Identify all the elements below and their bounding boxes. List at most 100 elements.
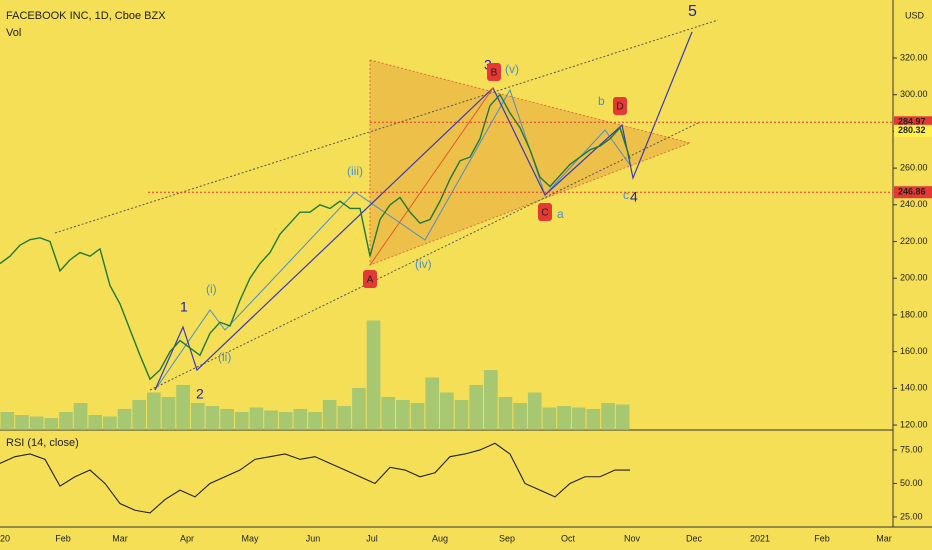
volume-bar bbox=[425, 377, 440, 430]
badge-label: A bbox=[367, 275, 374, 286]
volume-bar bbox=[249, 407, 264, 430]
rsi-label: RSI (14, close) bbox=[6, 437, 79, 449]
x-tick-label: Feb bbox=[814, 533, 830, 543]
volume-bar bbox=[542, 407, 557, 430]
price-tag-label: 280.32 bbox=[898, 125, 926, 135]
badge-label: B bbox=[491, 68, 498, 79]
y-tick-label: 260.00 bbox=[900, 162, 928, 172]
x-tick-label: Sep bbox=[499, 533, 515, 543]
volume-bar bbox=[190, 403, 205, 430]
title: FACEBOOK INC, 1D, Cboe BZX bbox=[6, 10, 166, 22]
x-tick-label: Aug bbox=[432, 533, 448, 543]
volume-bar bbox=[0, 412, 15, 430]
volume-bar bbox=[366, 320, 381, 430]
badge bbox=[613, 97, 627, 115]
volume-bar bbox=[103, 416, 117, 430]
wave-label: (ii) bbox=[218, 350, 231, 364]
y-tick-label: 180.00 bbox=[900, 309, 928, 319]
volume-bar bbox=[601, 403, 615, 430]
wave-label: 2 bbox=[196, 386, 204, 402]
y-tick-label: 160.00 bbox=[900, 346, 928, 356]
price-tag-label: 246.86 bbox=[898, 187, 926, 197]
volume-bar bbox=[264, 410, 278, 430]
volume-bar bbox=[513, 403, 527, 430]
volume-bar bbox=[278, 412, 293, 430]
x-tick-label: May bbox=[241, 533, 259, 543]
y-tick-label: 120.00 bbox=[900, 419, 928, 429]
volume-bar bbox=[15, 415, 29, 430]
volume-bar bbox=[176, 385, 190, 430]
volume-bar bbox=[469, 385, 483, 430]
wave-label: (v) bbox=[505, 62, 519, 76]
y-tick-label: 320.00 bbox=[900, 52, 928, 62]
rsi-line bbox=[0, 442, 630, 514]
badge-label: C bbox=[541, 208, 548, 219]
major-waves bbox=[154, 31, 693, 391]
price-tag bbox=[894, 186, 932, 199]
volume-bar bbox=[205, 406, 220, 430]
y-tick-label: 25.00 bbox=[900, 511, 923, 521]
y-tick-label: 220.00 bbox=[900, 236, 928, 246]
upper-channel bbox=[54, 19, 719, 234]
volume-bar bbox=[410, 403, 425, 430]
volume-bar bbox=[352, 388, 366, 430]
volume-bar bbox=[293, 409, 308, 430]
x-tick-label: 2021 bbox=[750, 533, 770, 543]
x-tick-label: Feb bbox=[55, 533, 71, 543]
volume-bar bbox=[161, 397, 176, 430]
volume-bar bbox=[615, 404, 630, 430]
x-tick-label: Oct bbox=[561, 533, 576, 543]
volume-bar bbox=[308, 412, 322, 430]
volume-label: Vol bbox=[6, 27, 21, 39]
badge bbox=[363, 270, 377, 288]
wave-label: (iv) bbox=[415, 257, 432, 271]
y-tick-label: 200.00 bbox=[900, 273, 928, 283]
y-tick-label: 300.00 bbox=[900, 89, 928, 99]
wave-label: 5 bbox=[688, 3, 697, 20]
x-tick-label: Nov bbox=[624, 533, 641, 543]
wave-label: b bbox=[598, 94, 605, 108]
volume-bar bbox=[29, 416, 44, 430]
wave-label: c bbox=[623, 188, 629, 202]
volume-bar bbox=[132, 400, 147, 430]
wave-label: (i) bbox=[206, 282, 217, 296]
badge-label: D bbox=[616, 102, 623, 113]
volume-bar bbox=[454, 400, 469, 430]
y-tick-label: 50.00 bbox=[900, 478, 923, 488]
volume-bar bbox=[337, 406, 352, 430]
volume-bar bbox=[44, 418, 59, 430]
wave-label: a bbox=[557, 207, 564, 221]
volume-bar bbox=[59, 412, 73, 430]
badge bbox=[538, 203, 552, 221]
x-tick-label: Jun bbox=[306, 533, 321, 543]
volume-bar bbox=[396, 400, 410, 430]
x-tick-label: Mar bbox=[112, 533, 128, 543]
wave-label: (iii) bbox=[347, 164, 363, 178]
badge bbox=[487, 63, 501, 81]
volume-bar bbox=[483, 370, 498, 430]
minor-waves bbox=[154, 88, 631, 391]
triangle bbox=[369, 59, 692, 266]
y-tick-label: 75.00 bbox=[900, 444, 923, 454]
wave-label: 4 bbox=[630, 189, 638, 205]
volume-bar bbox=[234, 412, 249, 430]
volume-bar bbox=[557, 406, 571, 430]
volume-bar bbox=[147, 392, 161, 430]
price-tag-label: 284.97 bbox=[898, 117, 926, 127]
x-tick-label: Apr bbox=[180, 533, 194, 543]
drawings bbox=[54, 19, 719, 391]
volume-bar bbox=[220, 409, 234, 430]
volume-bar bbox=[498, 397, 513, 430]
x-tick-label: Dec bbox=[686, 533, 703, 543]
lower-channel bbox=[149, 121, 701, 391]
volume-bar bbox=[88, 415, 103, 430]
volume-bar bbox=[381, 397, 396, 430]
abc-line bbox=[369, 87, 494, 266]
volume-bar bbox=[586, 409, 601, 430]
x-tick-label: Jul bbox=[366, 533, 378, 543]
price-line bbox=[0, 93, 631, 381]
price-tag bbox=[894, 124, 932, 137]
wave-label: 1 bbox=[180, 299, 188, 315]
x-tick-label: 20 bbox=[0, 533, 10, 543]
